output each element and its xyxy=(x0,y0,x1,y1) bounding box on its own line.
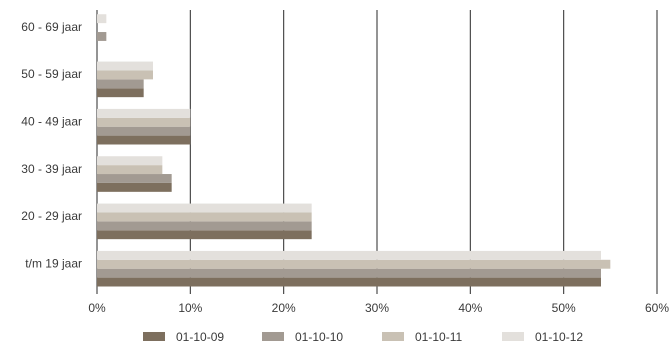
bar xyxy=(97,203,312,213)
bar xyxy=(97,108,191,118)
bar xyxy=(97,212,312,222)
bar xyxy=(97,126,191,136)
legend-swatch xyxy=(382,332,404,341)
bar xyxy=(97,32,107,41)
bar xyxy=(97,250,601,260)
x-tick-label: 50% xyxy=(552,301,576,315)
bar xyxy=(97,182,172,192)
category-label: t/m 19 jaar xyxy=(25,257,82,271)
x-tick-label: 0% xyxy=(88,301,106,315)
bar xyxy=(97,174,172,183)
bar xyxy=(97,277,601,287)
y-axis: 60 - 69 jaar 50 - 59 jaar 40 - 49 jaar 30 -… xyxy=(21,20,82,271)
bar xyxy=(97,221,312,231)
legend-label: 01-10-10 xyxy=(295,330,343,344)
gridlines xyxy=(96,10,658,294)
x-tick-label: 40% xyxy=(458,301,482,315)
bar xyxy=(97,88,144,98)
bar xyxy=(97,259,611,269)
bar xyxy=(97,14,107,24)
legend-label: 01-10-12 xyxy=(535,330,583,344)
category-label: 30 - 39 jaar xyxy=(21,162,82,176)
legend-swatch xyxy=(502,332,524,341)
bar xyxy=(97,230,312,240)
legend-swatch xyxy=(143,332,165,341)
x-tick-label: 20% xyxy=(272,301,296,315)
category-label: 50 - 59 jaar xyxy=(21,67,82,81)
category-label: 40 - 49 jaar xyxy=(21,115,82,129)
bar xyxy=(97,117,191,127)
bar xyxy=(97,268,601,278)
legend-label: 01-10-11 xyxy=(415,330,462,344)
bars xyxy=(97,14,611,287)
bar xyxy=(97,135,191,145)
category-label: 60 - 69 jaar xyxy=(21,20,82,34)
x-axis: 0% 10% 20% 30% 40% 50% 60% xyxy=(88,301,669,315)
legend-label: 01-10-09 xyxy=(176,330,224,344)
x-tick-label: 10% xyxy=(178,301,202,315)
bar xyxy=(97,70,153,80)
legend-swatch xyxy=(262,332,284,341)
legend: 01-10-09 01-10-10 01-10-11 01-10-12 xyxy=(143,330,583,344)
category-label: 20 - 29 jaar xyxy=(21,209,82,223)
bar xyxy=(97,61,153,71)
x-tick-label: 30% xyxy=(365,301,389,315)
bar xyxy=(97,156,163,166)
bar xyxy=(97,79,144,89)
bar xyxy=(97,165,163,175)
x-tick-label: 60% xyxy=(645,301,669,315)
